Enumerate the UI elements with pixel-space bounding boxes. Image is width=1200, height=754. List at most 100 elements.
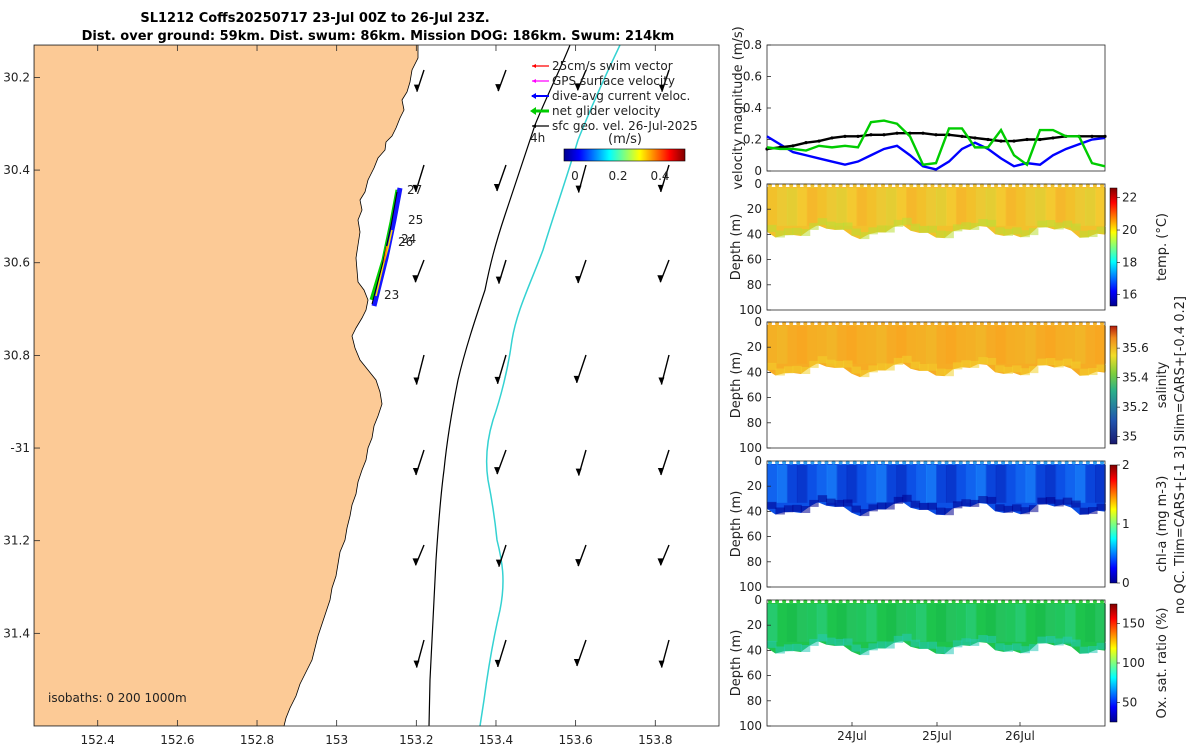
surface-sample-dot <box>1071 183 1076 188</box>
surface-sample-dot <box>1064 183 1069 188</box>
surface-sample-dot <box>972 183 977 188</box>
surface-sample-dot <box>958 460 963 465</box>
surface-sample-dot <box>923 460 928 465</box>
section-texture <box>816 604 828 642</box>
section-texture <box>995 326 1007 364</box>
surface-sample-dot <box>831 599 836 604</box>
section-deep-band <box>927 225 937 233</box>
velocity-marker <box>791 144 795 148</box>
velocity-marker <box>882 133 886 137</box>
section-colorbar-tick-label: 2 <box>1122 458 1130 472</box>
surface-sample-dot <box>873 321 878 326</box>
surface-sample-dot <box>972 599 977 604</box>
surface-sample-dot <box>965 183 970 188</box>
surface-sample-dot <box>965 321 970 326</box>
section-deep-band <box>800 367 811 375</box>
speed-colorbar-tick-2: 0.4 <box>650 169 669 183</box>
velocity-marker <box>1012 139 1016 143</box>
surface-sample-dot <box>986 183 991 188</box>
current-arrowhead <box>658 660 665 668</box>
current-arrowhead <box>574 83 581 91</box>
surface-sample-dot <box>937 183 942 188</box>
section-texture <box>1015 465 1027 503</box>
current-arrowhead <box>657 275 664 283</box>
section-deep-band <box>1088 368 1098 376</box>
section-deep-band <box>944 231 954 239</box>
current-arrowhead <box>413 377 420 385</box>
surface-sample-dot <box>958 321 963 326</box>
section-texture <box>836 604 848 642</box>
section-colorbar-tick-label: 1 <box>1122 517 1130 531</box>
surface-sample-dot <box>937 599 942 604</box>
velocity-marker <box>921 131 925 135</box>
surface-sample-dot <box>888 321 893 326</box>
section-texture <box>985 326 997 364</box>
legend-net-arrowhead <box>530 107 536 115</box>
section-texture <box>1025 188 1037 226</box>
section-texture <box>1055 326 1067 364</box>
section-deep-band <box>927 641 937 649</box>
section-deep-band <box>986 635 997 643</box>
surface-sample-dot <box>951 460 956 465</box>
surface-sample-dot <box>1085 599 1090 604</box>
surface-sample-dot <box>1064 321 1069 326</box>
section-texture <box>886 604 898 642</box>
section-deep-band <box>978 357 988 365</box>
surface-sample-dot <box>789 460 794 465</box>
section-texture <box>776 326 788 364</box>
current-arrowhead <box>573 658 580 666</box>
map-x-axis: 152.4 152.6 152.8 153 153.2 153.4 153.6 153.8 <box>81 45 672 747</box>
section-deep-band <box>944 647 954 655</box>
section-deep-band <box>843 638 853 646</box>
surface-sample-dot <box>923 183 928 188</box>
surface-sample-dot <box>1092 599 1097 604</box>
surface-sample-dot <box>1064 460 1069 465</box>
surface-sample-dot <box>1057 321 1062 326</box>
section-deep-band <box>843 360 853 368</box>
section-x-tick-label: 25Jul <box>922 729 952 743</box>
section-texture <box>816 188 828 226</box>
section-y-tick-label: 80 <box>747 694 762 708</box>
section-deep-band <box>876 502 887 510</box>
surface-sample-dot <box>852 599 857 604</box>
section-deep-band <box>792 227 802 235</box>
surface-sample-dot <box>1078 321 1083 326</box>
map-y-tick-label: 30.2 <box>3 70 30 84</box>
section-deep-band <box>1062 220 1073 228</box>
speed-colorbar: (m/s) 0 0.2 0.4 <box>563 132 686 183</box>
map-y-tick-label: 31.2 <box>3 534 30 548</box>
surface-sample-dot <box>1050 599 1055 604</box>
current-arrowhead <box>412 467 419 475</box>
section-deep-band <box>986 219 997 227</box>
current-arrowhead <box>494 376 501 384</box>
section-colorbar-label: salinity <box>1155 361 1170 408</box>
speed-colorbar-tick-0: 0 <box>571 169 579 183</box>
velocity-marker <box>817 139 821 143</box>
section-y-tick-label: 40 <box>747 504 762 518</box>
surface-sample-dot <box>817 183 822 188</box>
section-deep-band <box>1020 646 1030 654</box>
surface-sample-dot <box>951 321 956 326</box>
section-texture <box>906 188 918 226</box>
surface-sample-dot <box>923 599 928 604</box>
surface-sample-dot <box>1036 183 1041 188</box>
section-deep-band <box>1096 503 1106 511</box>
surface-sample-dot <box>881 460 886 465</box>
section-deep-band <box>952 362 963 370</box>
surface-sample-dot <box>859 599 864 604</box>
section-deep-band <box>902 355 912 363</box>
section-texture <box>866 188 878 226</box>
section-deep-band <box>1054 499 1064 507</box>
velocity-y-tick-label: 0 <box>754 164 762 178</box>
section-texture <box>1085 326 1097 364</box>
section-texture <box>965 604 977 642</box>
current-arrowhead <box>413 660 420 668</box>
velocity-marker <box>830 136 834 140</box>
section-texture <box>816 326 828 364</box>
current-arrowhead <box>573 375 580 383</box>
section-deep-band <box>767 501 777 509</box>
surface-sample-dot <box>888 183 893 188</box>
surface-sample-dot <box>986 460 991 465</box>
surface-sample-dot <box>866 460 871 465</box>
surface-sample-dot <box>1029 321 1034 326</box>
